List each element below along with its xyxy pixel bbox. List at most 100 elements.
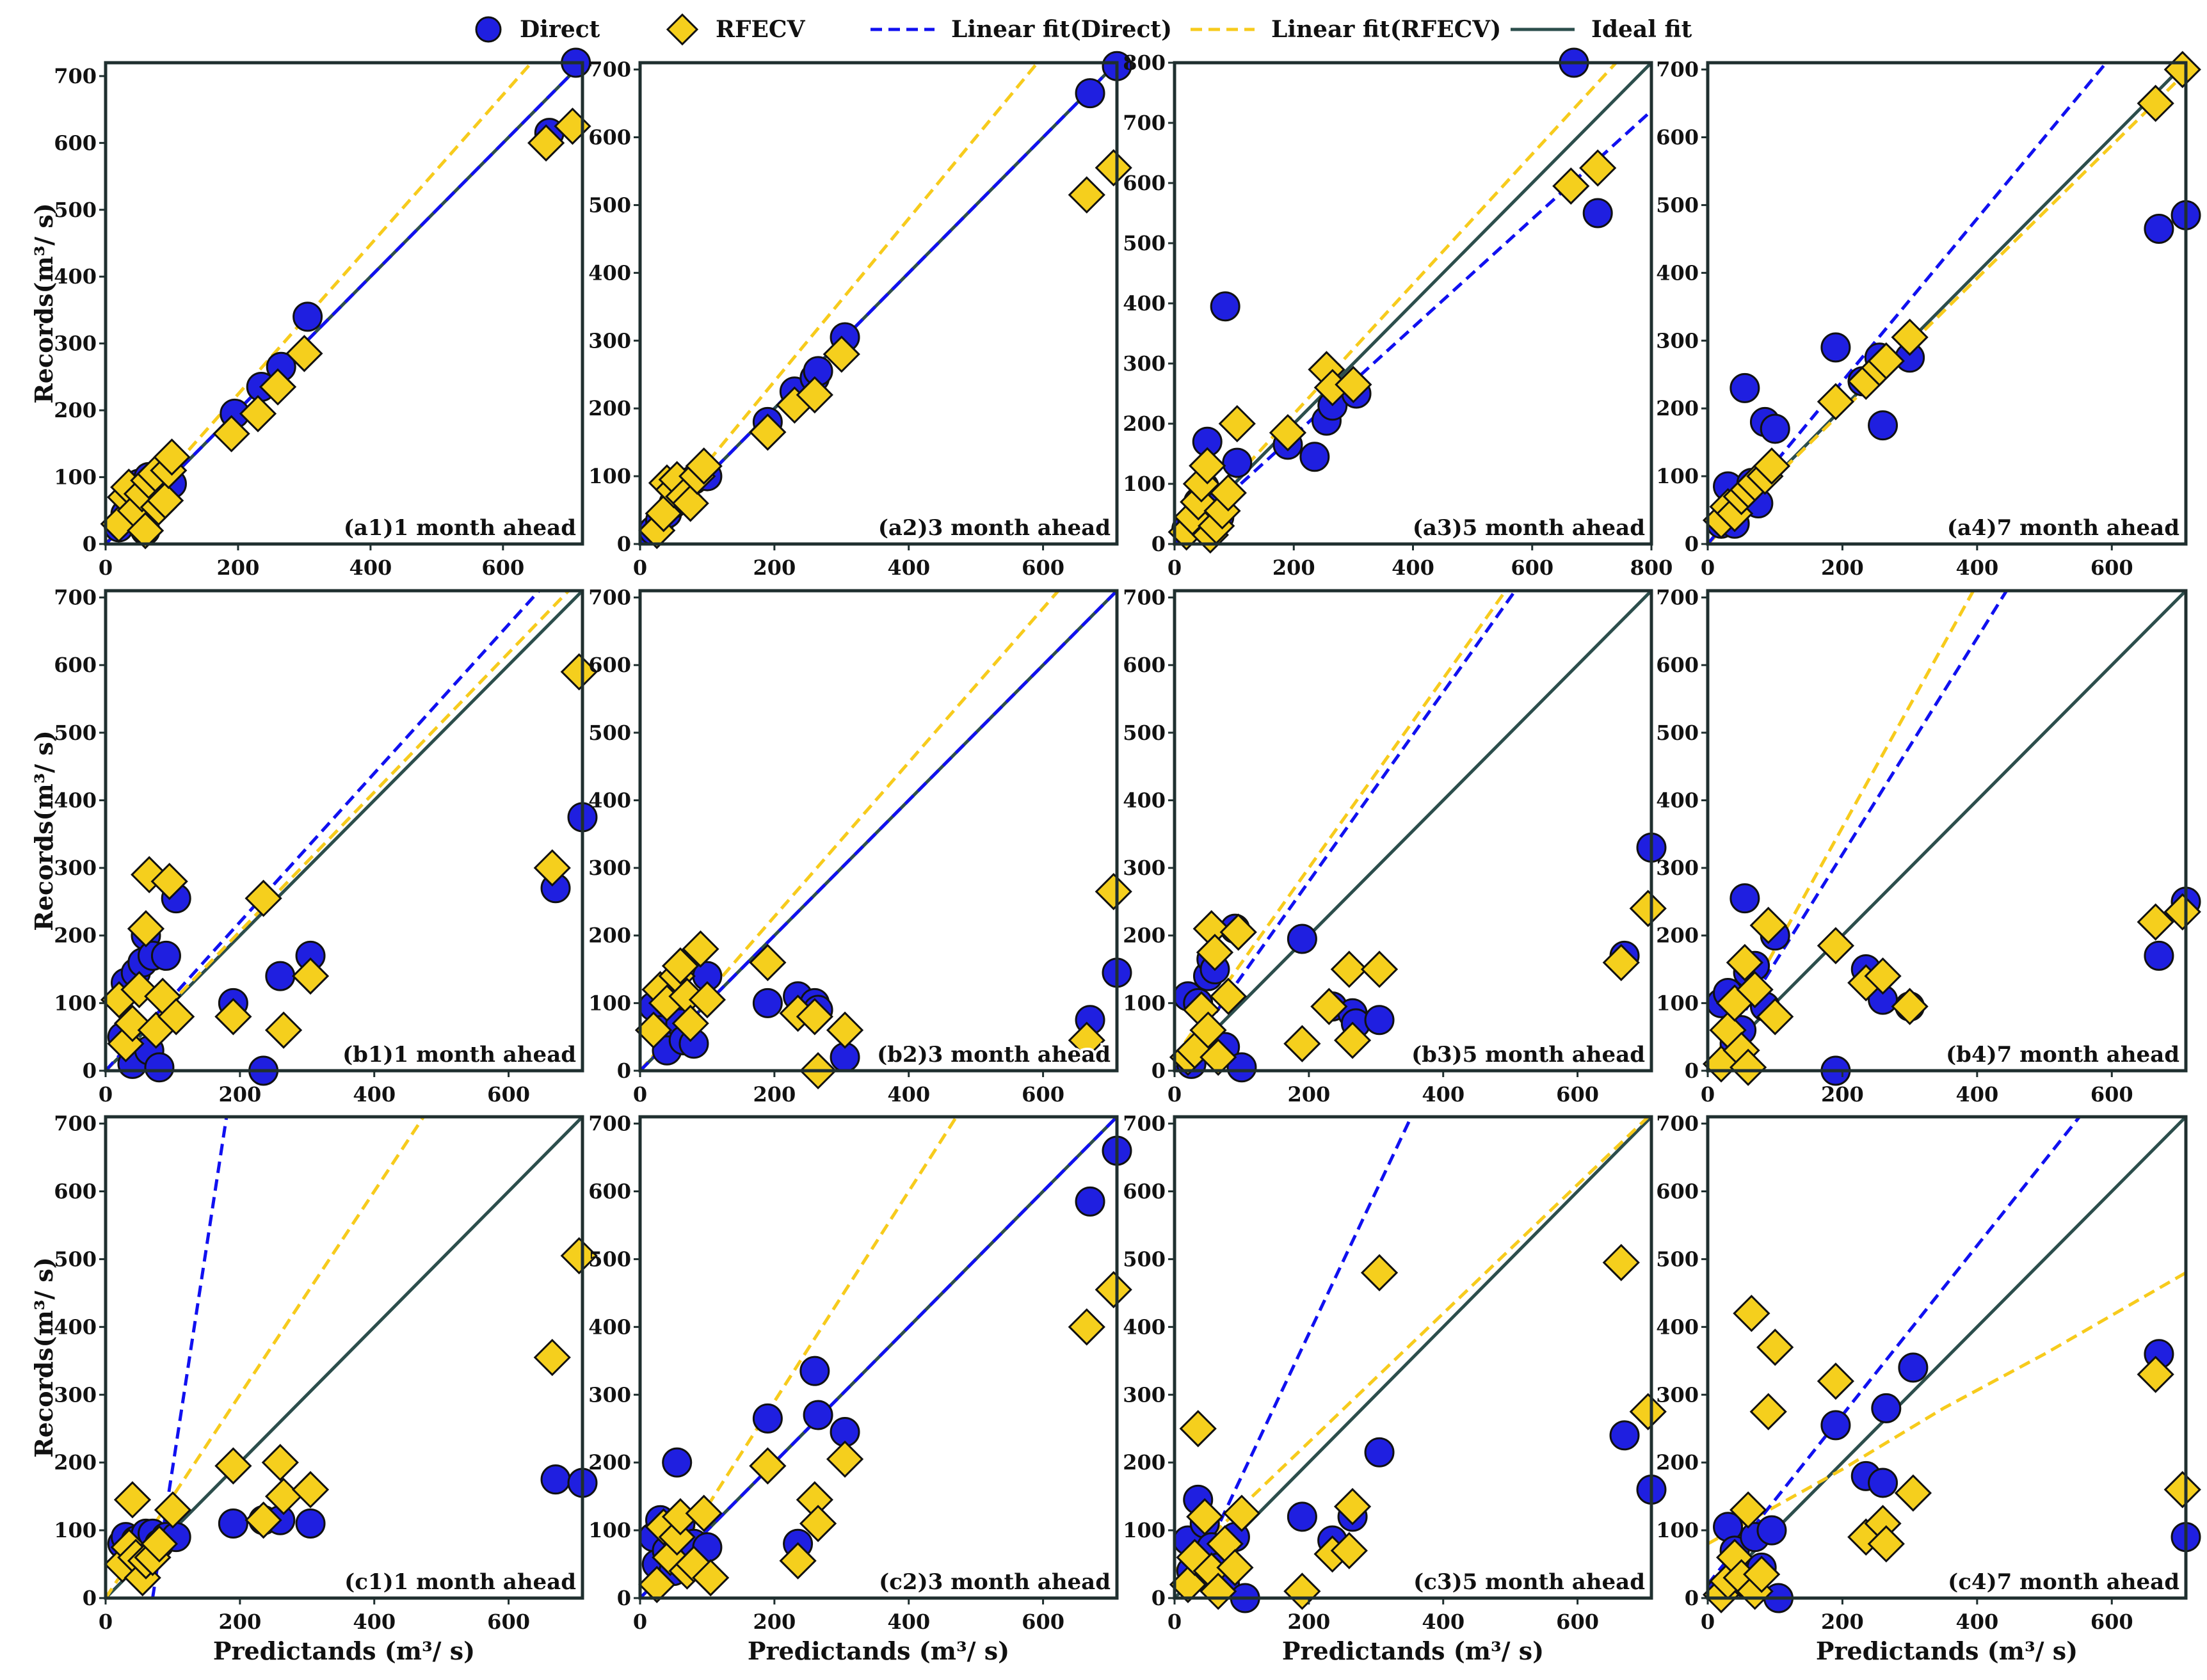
y-tick-label: 300 [1123,351,1166,376]
x-tick-label: 400 [353,1082,396,1107]
rfecv-point [127,910,165,948]
markers [104,1237,598,1597]
rfecv-point [826,1011,864,1049]
x-tick-label: 200 [753,1610,796,1634]
axes-frame [104,61,584,546]
y-tick-label: 800 [1123,51,1166,75]
y-tick-label: 600 [588,125,631,150]
y-tick-label: 700 [1656,1112,1699,1136]
rfecv-point [749,943,787,982]
rfecv-fit-line [640,591,1061,1071]
y-tick-label: 0 [83,1586,97,1610]
x-tick-label: 400 [1955,556,1998,580]
x-tick-label: 200 [753,556,796,580]
panel-title: (b1)1 month ahead [342,1042,576,1068]
rfecv-point [264,1011,303,1049]
rfecv-point [140,1525,179,1563]
y-tick-label: 100 [1123,472,1166,496]
rfecv-point [1330,950,1368,988]
x-tick-label: 600 [1556,1610,1599,1634]
rfecv-point [1817,383,1855,420]
rfecv-point [2137,903,2174,941]
y-tick-label: 600 [1123,653,1166,677]
y-tick-label: 0 [617,1586,631,1610]
direct-point [295,1508,326,1539]
rfecv-point [661,947,700,985]
y-tick-label: 700 [54,586,97,610]
markers [1168,47,1617,554]
y-tick-label: 700 [54,1112,97,1136]
y-tick-label: 0 [1152,532,1166,556]
direct-point [2144,213,2174,244]
x-tick-label: 400 [1955,1610,1998,1634]
rfecv-point [157,998,195,1036]
rfecv-point [1209,474,1247,512]
y-tick-label: 100 [588,1518,631,1542]
y-tick-label: 100 [1656,1518,1699,1542]
legend-item-direct: Direct [474,10,600,49]
y-tick-label: 100 [1123,991,1166,1015]
rfecv-point [1749,906,1787,945]
legend-ideal-fit-label: Ideal fit [1591,16,1692,43]
rfecv-point [1068,1308,1105,1346]
rfecv-point [261,1444,299,1482]
rfecv-point [1891,988,1929,1025]
y-tick-label: 100 [1123,1518,1166,1542]
rfecv-point [671,1004,709,1043]
rfecv-point [533,849,571,887]
y-tick-label: 100 [54,465,97,490]
y-tick-label: 500 [1656,721,1699,745]
rfecv-point [1894,1474,1932,1512]
y-tick-label: 400 [54,1315,97,1339]
direct-point [1729,372,1760,403]
y-tick-label: 600 [1656,125,1699,150]
fit-lines [106,591,582,1071]
direct-point [1868,410,1898,441]
rfecv-point [1169,1565,1207,1603]
x-tick-label: 400 [887,1082,930,1107]
y-tick-label: 300 [1656,328,1699,353]
x-tick-label: 600 [487,1610,530,1634]
fit-lines [1708,591,2186,1071]
x-tick-label: 200 [1821,556,1864,580]
rfecv-point [1756,998,1794,1036]
y-tick-label: 600 [54,1180,97,1204]
axes-frame [638,1115,1119,1600]
y-tick-label: 600 [1123,171,1166,195]
y-tick-label: 100 [54,991,97,1015]
rfecv-point [1218,404,1256,443]
x-tick-label: 400 [887,556,930,580]
legend-rfecv-label: RFECV [716,16,805,43]
rfecv-point [126,511,165,550]
x-tick-label: 600 [2091,1082,2133,1107]
direct-point [144,1052,175,1083]
rfecv-point [1310,988,1348,1025]
y-tick-label: 600 [588,1180,631,1204]
rfecv-point [2163,893,2201,931]
x-tick-label: 0 [1168,1082,1182,1107]
rfecv-point [1095,872,1132,911]
rfecv-point [823,335,860,373]
panel-title: (a2)3 month ahead [878,515,1111,541]
x-tick-label: 200 [218,1610,261,1634]
y-axis-label: Records(m³/ s) [29,730,58,931]
y-tick-label: 200 [1656,396,1699,420]
y-tick-label: 0 [1152,1586,1166,1610]
x-tick-label: 800 [1630,556,1673,580]
legend-direct-marker [475,16,502,43]
y-tick-label: 700 [588,58,631,82]
panel-title: (a1)1 month ahead [344,515,576,541]
direct-point [1582,198,1613,228]
x-tick-label: 0 [633,1082,647,1107]
rfecv-point [153,438,191,476]
x-tick-label: 400 [349,556,392,580]
rfecv-point [113,1481,152,1519]
y-tick-label: 700 [54,64,97,88]
x-tick-label: 600 [1022,1082,1064,1107]
direct-point [1075,78,1105,109]
rfecv-point [291,1471,330,1508]
direct-point [1756,1515,1787,1546]
y-tick-label: 500 [588,721,631,745]
rfecv-point [239,395,277,433]
markers [100,653,598,1086]
